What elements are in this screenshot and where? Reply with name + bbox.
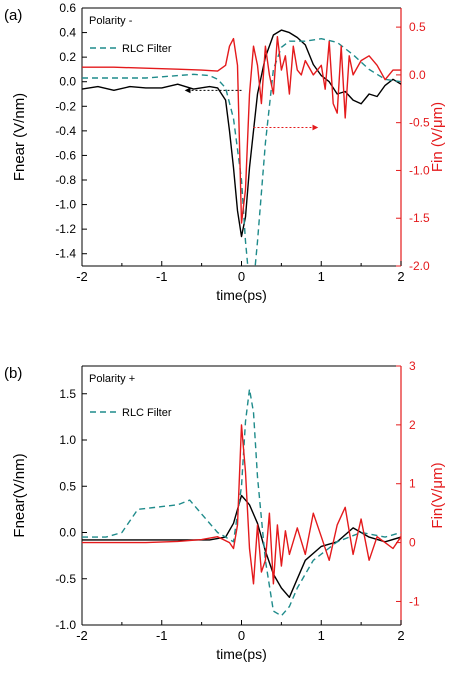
panel-a-x-tick-label: -2 bbox=[76, 269, 88, 284]
panel-a-x-axis-label: time(ps) bbox=[216, 287, 267, 303]
panel-b-x-tick-label: 1 bbox=[318, 628, 325, 643]
panel-a-x-tick-label: 1 bbox=[318, 269, 325, 284]
panel-a-y-right-tick-label: -2.0 bbox=[409, 259, 430, 273]
panel-a-y-left-tick-label: -0.2 bbox=[55, 99, 76, 113]
panel-b-x-tick-label: -1 bbox=[156, 628, 168, 643]
panel-a-legend-label: RLC Filter bbox=[122, 43, 172, 55]
panel-b-annotation: Polarity + bbox=[89, 373, 135, 385]
panel-b-y-right-axis-label: Fin(V/μm) bbox=[429, 462, 446, 528]
panel-a-series-line-fin bbox=[82, 36, 401, 224]
panel-a-series-line-fnear bbox=[82, 29, 401, 238]
panel-a-y-left-tick-label: 0.0 bbox=[59, 75, 76, 89]
panel-b-y-left-tick-label: -1.0 bbox=[55, 618, 76, 632]
panel-a-y-right-tick-label: -0.5 bbox=[409, 116, 430, 130]
panel-a-y-left-tick-label: -1.4 bbox=[55, 247, 76, 261]
panel-a-y-right-tick-label: 0.5 bbox=[409, 20, 426, 34]
panel-b-y-right-tick-label: 2 bbox=[409, 418, 416, 432]
panel-a-y-left-tick-label: -1.0 bbox=[55, 198, 76, 212]
panel-a-y-left-tick-label: 0.6 bbox=[59, 1, 76, 15]
panel-b-legend-label: RLC Filter bbox=[122, 407, 172, 419]
panel-b-y-left-tick-label: 1.0 bbox=[59, 433, 76, 447]
panel-a-y-right-tick-label: -1.5 bbox=[409, 211, 430, 225]
panel-b-y-right-tick-label: -1 bbox=[409, 594, 420, 608]
panel-b-panel-label: (b) bbox=[4, 365, 22, 382]
panel-b-series-line-rlc-filter bbox=[82, 388, 401, 617]
panel-a-annotation: Polarity - bbox=[89, 15, 133, 27]
panel-a-series-line-rlc-filter bbox=[82, 38, 401, 266]
panel-b-x-tick-label: 2 bbox=[397, 628, 404, 643]
panel-a-y-right-tick-label: -1.0 bbox=[409, 163, 430, 177]
panel-a-series-group bbox=[82, 29, 401, 266]
panel-b-y-right-tick-label: 0 bbox=[409, 536, 416, 550]
panel-b-y-right-tick-label: 3 bbox=[409, 359, 416, 373]
panel-b-y-left-tick-label: 0.0 bbox=[59, 526, 76, 540]
panel-a-x-tick-label: 2 bbox=[397, 269, 404, 284]
panel-a-y-right-tick-label: 0.0 bbox=[409, 68, 426, 82]
panel-a-y-left-tick-label: -0.6 bbox=[55, 148, 76, 162]
panel-b-series-group bbox=[82, 388, 401, 617]
panel-a-y-left-tick-label: 0.2 bbox=[59, 50, 76, 64]
panel-b-y-left-tick-label: -0.5 bbox=[55, 572, 76, 586]
panel-b-x-tick-label: 0 bbox=[238, 628, 245, 643]
panel-b-y-right-tick-label: 1 bbox=[409, 477, 416, 491]
panel-b-x-tick-label: -2 bbox=[76, 628, 88, 643]
panel-a-x-tick-label: 0 bbox=[238, 269, 245, 284]
panel-b-y-left-tick-label: 0.5 bbox=[59, 479, 76, 493]
panel-a-y-left-axis-label: Fnear (V/nm) bbox=[11, 93, 28, 181]
panel-b-y-left-tick-label: 1.5 bbox=[59, 387, 76, 401]
panel-b-y-left-axis-label: Fnear(V/nm) bbox=[11, 453, 28, 537]
panel-a-x-tick-label: -1 bbox=[156, 269, 168, 284]
panel-a-y-left-tick-label: -0.8 bbox=[55, 173, 76, 187]
panel-a-y-left-tick-label: -0.4 bbox=[55, 124, 76, 138]
panel-a-y-left-tick-label: 0.4 bbox=[59, 26, 76, 40]
panel-b-series-line-fnear bbox=[82, 494, 401, 598]
panel-a-y-left-tick-label: -1.2 bbox=[55, 222, 76, 236]
panel-a-y-right-axis-label: Fin (V/μm) bbox=[429, 102, 446, 172]
panel-a-panel-label: (a) bbox=[4, 7, 22, 24]
panel-b-x-axis-label: time(ps) bbox=[216, 646, 267, 662]
panel-b-series-line-fin bbox=[82, 424, 401, 585]
